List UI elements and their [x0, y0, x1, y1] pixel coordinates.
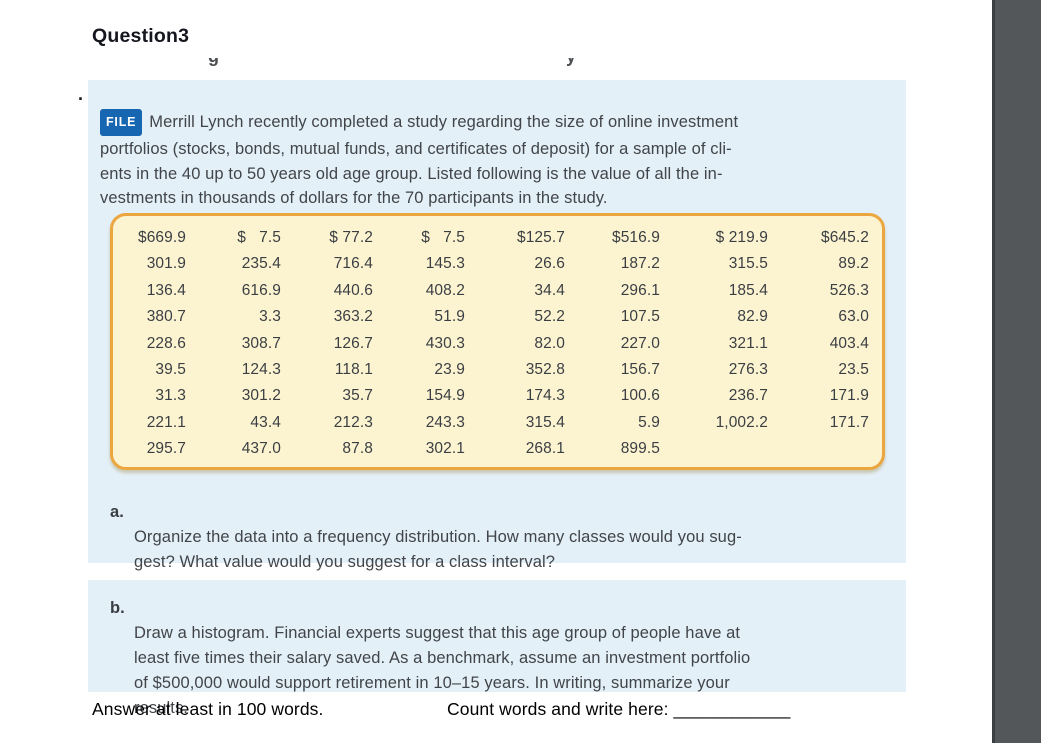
table-cell: 276.3 [728, 360, 768, 378]
table-cell: 5.9 [638, 413, 660, 431]
table-cell: 156.7 [620, 360, 660, 378]
table-cell: 380.7 [146, 308, 186, 326]
table-cell: 52.2 [534, 308, 565, 326]
table-cell: 308.7 [241, 334, 281, 352]
table-cell: 26.6 [534, 255, 565, 273]
table-cell: 118.1 [334, 360, 373, 378]
table-cell: 35.7 [342, 387, 373, 405]
table-cell: 43.4 [250, 413, 281, 431]
part-b: b. Draw a histogram. Financial experts su… [110, 596, 924, 721]
table-cell: 268.1 [525, 440, 565, 458]
part-b-panel: b. Draw a histogram. Financial experts su… [88, 580, 906, 717]
table-cell: $125.7 [516, 229, 565, 246]
table-cell: 23.5 [838, 360, 869, 378]
table-cell: 51.9 [434, 308, 465, 326]
table-cell: 408.2 [425, 281, 465, 299]
table-cell: 321.1 [728, 334, 768, 352]
table-cell: 302.1 [425, 440, 465, 458]
table-cell: 363.2 [333, 308, 373, 326]
table-cell: 63.0 [838, 308, 869, 326]
table-cell: 716.4 [333, 255, 373, 273]
table-cell: 145.3 [425, 255, 465, 273]
part-b-label: b. [110, 599, 125, 617]
problem-text: Merrill Lynch recently completed a study… [100, 112, 739, 208]
table-cell: $ 219.9 [715, 229, 768, 246]
answer-length-note: Answer at least in 100 words. [92, 699, 324, 719]
word-count-prompt: Count words and write here: ____________ [447, 699, 790, 720]
table-cell: 440.6 [333, 281, 373, 299]
investments-data-table: $669.9 $ 7.5 $ 77.2 $ 7.5 $125.7 $516.9 $ 219.… [110, 213, 885, 470]
table-cell [670, 436, 778, 462]
table-cell: 171.7 [829, 413, 869, 431]
table-cell: 100.6 [620, 387, 660, 405]
table-cell: 154.9 [425, 387, 465, 405]
table-cell: 82.9 [737, 308, 768, 326]
table-cell: 34.4 [534, 281, 565, 299]
table-cell: 107.5 [620, 308, 660, 326]
table-cell: 221.1 [146, 413, 186, 431]
file-badge: FILE [100, 108, 143, 137]
clipped-glyph: g [208, 58, 219, 67]
part-a-text: Organize the data into a frequency distr… [134, 528, 742, 571]
table-cell: 437.0 [241, 440, 281, 458]
table-cell: $ 7.5 [421, 229, 465, 246]
table-cell: 124.3 [241, 360, 281, 378]
clipped-text-artifact: g y [200, 58, 595, 75]
table-cell: 403.4 [829, 334, 869, 352]
part-b-text: Draw a histogram. Financial experts sugg… [134, 624, 751, 717]
table-cell: 301.9 [146, 255, 186, 273]
table-cell: 82.0 [534, 334, 565, 352]
table-cell: 87.8 [342, 440, 373, 458]
table-cell: 31.3 [155, 387, 186, 405]
problem-panel: FILE Merrill Lynch recently completed a s… [88, 80, 906, 571]
table-cell: $ 77.2 [329, 229, 373, 246]
table-cell: 352.8 [525, 360, 565, 378]
table-cell: 236.7 [728, 387, 768, 405]
table-cell: 227.0 [620, 334, 660, 352]
table-cell: $645.2 [820, 229, 869, 246]
table-cell: 301.2 [241, 387, 281, 405]
table-cell: 3.3 [259, 308, 281, 326]
list-marker: . [78, 84, 84, 104]
part-a-label: a. [110, 503, 124, 521]
table-cell: 430.3 [425, 334, 465, 352]
table-cell: 296.1 [620, 281, 660, 299]
word-count-label: Count words and write here: [447, 699, 674, 719]
table-cell: 174.3 [525, 387, 565, 405]
table-cell: 171.9 [829, 387, 869, 405]
table-cell: 899.5 [620, 440, 660, 458]
table-cell: 228.6 [146, 334, 186, 352]
table-cell: $669.9 [137, 229, 186, 246]
table-cell: $516.9 [611, 229, 660, 246]
table-cell: 235.4 [241, 255, 281, 273]
table-cell: $ 7.5 [237, 229, 281, 246]
table-cell: 315.4 [525, 413, 565, 431]
table-cell: 295.7 [146, 440, 186, 458]
problem-statement: FILE Merrill Lynch recently completed a s… [100, 85, 896, 211]
table-cell: 212.3 [333, 413, 373, 431]
table-cell: 315.5 [728, 255, 768, 273]
table-cell: 616.9 [241, 281, 281, 299]
table-cell: 243.3 [425, 413, 465, 431]
table-cell [778, 436, 879, 462]
table-cell: 526.3 [829, 281, 869, 299]
table-cell: 126.7 [333, 334, 373, 352]
word-count-blank[interactable]: ____________ [673, 699, 791, 719]
table-cell: 1,002.2 [715, 413, 768, 431]
table-cell: 23.9 [434, 360, 465, 378]
clipped-glyph: y [566, 58, 576, 67]
part-a: a. Organize the data into a frequency dis… [110, 500, 924, 575]
table-cell: 39.5 [155, 360, 186, 378]
table-cell: 136.4 [146, 281, 186, 299]
table-cell: 89.2 [838, 255, 869, 273]
table-cell: 185.4 [728, 281, 768, 299]
table-cell: 187.2 [620, 255, 660, 273]
window-edge-bar [992, 0, 1041, 743]
page-title: Question3 [92, 25, 190, 47]
